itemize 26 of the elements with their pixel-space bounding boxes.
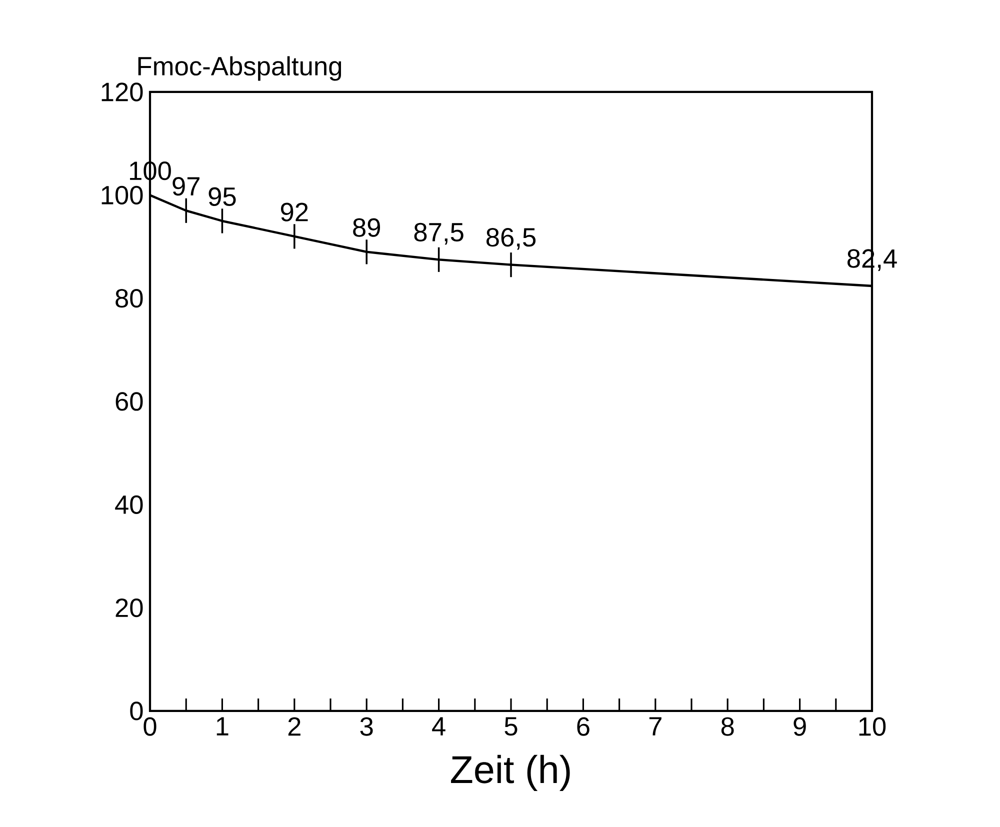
x-tick-label: 6: [577, 717, 590, 736]
y-tick-label: 80: [116, 288, 143, 308]
data-label: 97: [172, 176, 200, 196]
x-axis-title: Zeit (h): [451, 754, 570, 791]
data-label: 89: [353, 218, 380, 237]
data-label: 86,5: [486, 228, 536, 250]
y-tick-label: 60: [116, 392, 143, 411]
x-tick-label: 0: [144, 717, 156, 736]
x-tick-label: 1: [216, 717, 228, 736]
data-label: 92: [280, 202, 308, 222]
y-tick-label: 0: [130, 702, 143, 720]
x-tick-label: 8: [721, 717, 734, 736]
y-tick-label: 120: [102, 82, 143, 102]
x-tick-label: 4: [432, 717, 446, 736]
x-tick-label: 10: [859, 717, 886, 736]
x-tick-label: 9: [794, 717, 806, 736]
data-label: 87,5: [414, 222, 464, 245]
x-tick-label: 3: [360, 717, 373, 736]
y-tick-label: 20: [116, 598, 143, 618]
x-tick-label: 2: [288, 717, 300, 736]
y-tick-label: 100: [102, 186, 143, 204]
y-tick-label: 40: [115, 495, 143, 514]
data-label: 95: [208, 187, 236, 206]
y-axis-title: Fmoc-Abspaltung: [138, 56, 342, 81]
x-tick-label: 5: [504, 717, 518, 736]
x-tick-label: 7: [649, 717, 662, 736]
